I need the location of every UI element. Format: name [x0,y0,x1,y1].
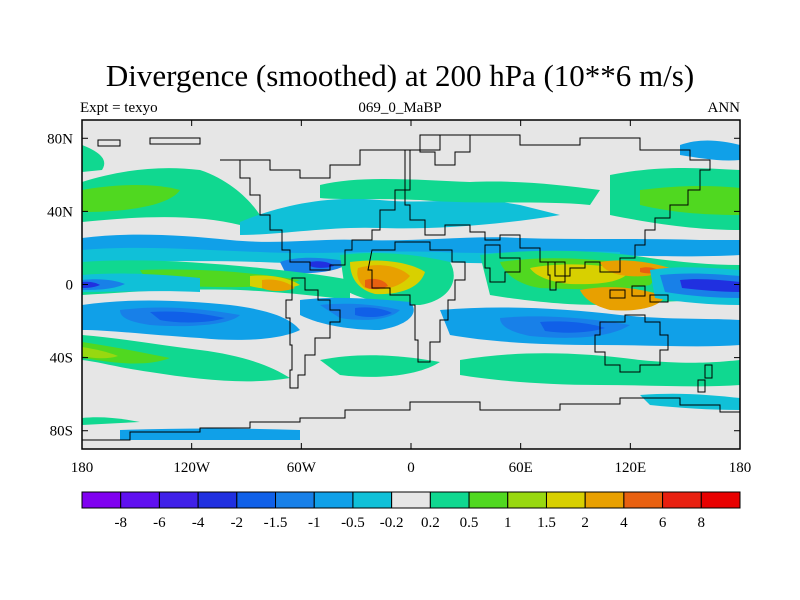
colorbar-label: 6 [659,515,667,531]
colorbar-box [584,491,625,509]
x-tick-label: 0 [407,460,415,476]
east-pacific-dark-blue [680,279,740,292]
colorbar-box [158,491,199,509]
colorbar-label: 8 [698,515,706,531]
x-tick-label: 60E [509,460,533,476]
colorbar-label: -2 [231,515,244,531]
arabia-coast [484,244,521,283]
north-america-coast [220,149,411,271]
colorbar-label: 4 [620,515,628,531]
experiment-label: Expt = texyo [80,100,158,116]
south-pacific-deep-blue [150,311,225,323]
x-tick-label: 120E [614,460,646,476]
west-pacific-dark-blue [82,281,100,288]
coastlines [82,134,740,441]
colorbar-label: 2 [581,515,589,531]
north-asia-light-green [640,185,740,215]
colorbar-label: 1.5 [537,515,556,531]
south-pacific-green-band [82,335,290,382]
south-indian-green-band [460,353,740,387]
colorbar-label: -6 [153,515,166,531]
colorbar: -8 -6 -4 -2 -1.5 -1 -0.5 -0.2 0.2 0.5 1 1.5 2 4 6 8 [81,491,741,531]
colorbar-label: -4 [192,515,205,531]
eurasia-green-band [320,178,600,205]
colorbar-label: -1.5 [264,515,288,531]
colorbar-box [468,491,509,509]
x-tick-label: 180 [71,460,94,476]
arctic-green-strip [82,145,105,172]
africa-coast [367,241,466,363]
africa-red-orange-core [365,278,388,290]
colorbar-box [275,491,315,509]
colorbar-box [623,491,664,509]
eurasia-coast [404,134,711,277]
arctic-islands [97,137,201,147]
y-tick-label: 40S [50,351,73,367]
colorbar-label: 1 [504,515,512,531]
antarctic-cyan-strip [120,428,300,440]
south-indian-deep-blue [540,321,605,333]
colorbar-box [236,491,277,509]
colorbar-box [197,491,238,509]
x-tick-label: 120W [173,460,211,476]
x-tick-label: 60W [287,460,317,476]
colorbar-box [545,491,586,509]
australia-coast [594,314,669,373]
maritime-continent-islands [609,285,669,303]
maritime-continent-orange [580,287,665,311]
west-pacific-blue-core [82,279,125,290]
colorbar-box [429,491,470,509]
colorbar-box [81,491,122,509]
colorbar-label: -0.5 [341,515,365,531]
colorbar-label: -1 [308,515,321,531]
equatorial-orange-atlantic [262,279,295,291]
south-america-coast [285,277,341,389]
axis-ticks: 180 120W 60W 0 60E 120E 180 80N 40N 0 40S 80S [47,120,751,476]
south-atlantic-deep-blue [355,307,392,318]
colorbar-box [391,491,431,509]
divergence-field [82,120,740,449]
colorbar-box [120,491,160,509]
india-coast [547,261,566,291]
y-tick-label: 80N [47,131,73,147]
south-atlantic-green-band [320,355,440,377]
arctic-cyan-strip [680,140,740,161]
y-tick-label: 40N [47,204,73,220]
south-pacific-yellow-patch [82,347,118,359]
y-tick-label: 80S [50,424,73,440]
colorbar-box [313,491,354,509]
plot-title: Divergence (smoothed) at 200 hPa (10**6 … [105,58,695,93]
colorbar-box [507,491,547,509]
y-tick-label: 0 [66,278,74,294]
north-pacific-light-green [82,185,180,212]
north-atlantic-cyan-band [240,198,560,235]
greenland-coast [419,134,471,166]
tropical-dark-blue [310,261,334,268]
new-zealand-coast [697,364,713,393]
antarctica-coast [82,397,740,441]
season-label: ANN [707,100,741,116]
x-tick-label: 180 [729,460,752,476]
colorbar-box [700,491,741,509]
antarctic-green-strip [82,417,140,425]
case-label: 069_0_MaBP [358,100,442,116]
colorbar-box [352,491,393,509]
colorbar-box [662,491,702,509]
colorbar-label: -0.2 [380,515,404,531]
colorbar-label: -8 [114,515,127,531]
colorbar-label: 0.5 [460,515,479,531]
colorbar-label: 0.2 [421,515,440,531]
